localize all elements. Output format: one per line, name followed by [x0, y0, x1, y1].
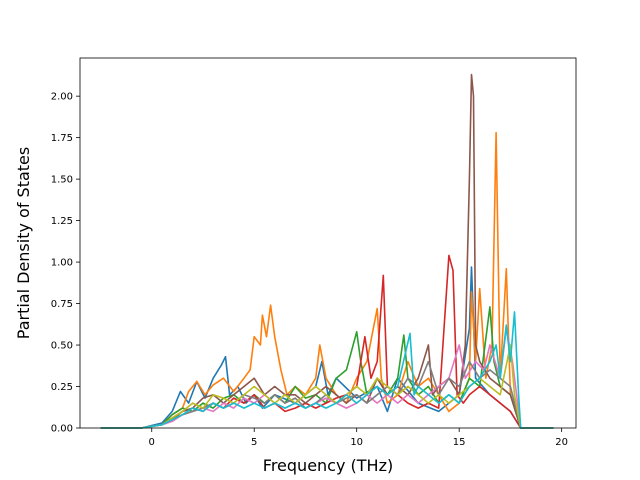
y-tick-label: 0.00 — [51, 424, 73, 435]
series-line-9 — [100, 311, 554, 429]
y-tick-label: 0.25 — [51, 382, 73, 393]
axes-frame — [79, 57, 577, 429]
y-axis-ticks: 0.00 0.25 0.50 0.75 1.00 1.25 1.50 1.75 2.00 — [51, 92, 80, 435]
y-tick-label: 1.25 — [51, 216, 73, 227]
y-tick-label: 1.00 — [51, 258, 73, 269]
y-tick-label: 2.00 — [51, 92, 73, 103]
series-line-6 — [100, 327, 554, 429]
x-tick-label: 10 — [350, 437, 363, 448]
y-tick-label: 1.75 — [51, 133, 73, 144]
x-axis-label: Frequency (THz) — [263, 456, 393, 475]
y-tick-label: 0.50 — [51, 341, 73, 352]
x-tick-label: 0 — [149, 437, 155, 448]
y-axis-label: Partial Density of States — [14, 147, 33, 339]
series-line-2 — [100, 131, 554, 429]
y-tick-label: 0.75 — [51, 299, 73, 310]
x-axis-ticks: 0 5 10 15 20 — [149, 428, 568, 448]
x-tick-label: 20 — [555, 437, 568, 448]
x-tick-label: 5 — [251, 437, 257, 448]
y-tick-label: 1.50 — [51, 175, 73, 186]
x-tick-label: 15 — [453, 437, 466, 448]
plot-area — [79, 57, 577, 429]
series-line-3 — [100, 306, 554, 429]
series-layer — [100, 73, 554, 429]
